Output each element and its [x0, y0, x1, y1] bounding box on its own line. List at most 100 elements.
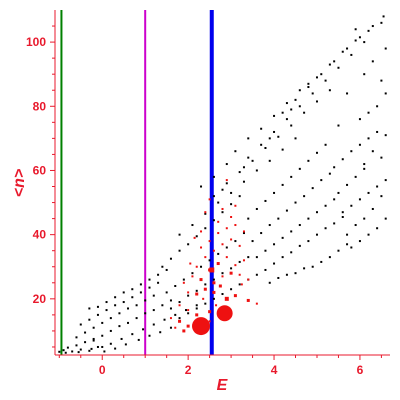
data-point [315, 76, 318, 79]
data-point [294, 272, 297, 275]
data-point [131, 288, 134, 291]
data-point [350, 204, 353, 207]
data-point [303, 111, 306, 114]
data-point [109, 329, 112, 332]
red-points-layer [169, 179, 258, 336]
data-point [298, 89, 301, 92]
data-point [320, 260, 323, 263]
data-point [382, 15, 385, 18]
data-point [195, 292, 199, 296]
data-point [189, 262, 192, 265]
data-point [238, 260, 241, 263]
data-point [204, 256, 207, 259]
data-point [337, 249, 340, 252]
data-point [358, 143, 361, 146]
data-point [277, 135, 280, 138]
data-point [208, 198, 211, 201]
data-point [268, 281, 271, 284]
data-point [208, 259, 211, 262]
data-point [281, 111, 284, 114]
data-point [124, 343, 127, 346]
x-tick-label: 0 [99, 363, 106, 377]
data-point [346, 243, 349, 246]
data-point [354, 175, 357, 178]
data-point [354, 28, 357, 31]
data-point [281, 256, 284, 259]
data-point [363, 73, 366, 76]
data-point [251, 240, 254, 243]
data-point [363, 167, 366, 170]
data-point [358, 118, 361, 121]
data-point [217, 220, 220, 223]
data-point [247, 278, 250, 281]
data-point [182, 281, 185, 284]
data-point [191, 224, 194, 227]
data-point [315, 233, 318, 236]
data-point [328, 89, 331, 92]
x-tick-label: 2 [185, 363, 192, 377]
data-point [230, 288, 233, 291]
data-point [324, 204, 327, 207]
data-point [320, 179, 323, 182]
data-point [230, 238, 233, 241]
data-point [346, 92, 349, 95]
data-point [346, 233, 349, 236]
data-point [221, 275, 224, 278]
data-point [273, 243, 276, 246]
data-point [264, 249, 267, 252]
data-point [144, 299, 147, 302]
data-point [101, 321, 104, 324]
data-point [208, 240, 211, 243]
data-point [122, 291, 125, 294]
data-point [163, 318, 166, 321]
data-point [277, 276, 280, 279]
black-points-layer [58, 15, 387, 354]
data-point [186, 324, 190, 328]
data-point [380, 195, 383, 198]
data-point [363, 41, 366, 44]
data-point [217, 232, 220, 235]
data-point [77, 351, 80, 354]
data-point [215, 304, 218, 307]
data-point [285, 273, 288, 276]
data-point [341, 50, 344, 53]
data-point [246, 298, 250, 302]
data-point [238, 283, 241, 286]
data-point [384, 134, 387, 137]
data-point [101, 345, 104, 348]
data-point [139, 283, 142, 286]
data-point [307, 240, 310, 243]
data-point [193, 236, 196, 239]
data-point [358, 198, 361, 201]
data-point [328, 172, 331, 175]
data-point [315, 211, 318, 214]
data-point [281, 148, 284, 151]
data-point [178, 233, 181, 236]
data-point [346, 47, 349, 50]
data-point [260, 143, 263, 146]
data-point [303, 195, 306, 198]
data-point [202, 297, 205, 300]
data-point [333, 166, 336, 169]
data-point [204, 212, 207, 215]
data-point [109, 317, 112, 320]
data-point [240, 283, 243, 286]
data-point [122, 301, 125, 304]
data-point [148, 286, 151, 289]
data-point [212, 297, 215, 300]
data-point [58, 350, 61, 353]
data-point [118, 325, 121, 328]
data-point [337, 124, 340, 127]
data-point [92, 339, 95, 342]
data-point [178, 317, 181, 320]
data-point [64, 351, 67, 354]
data-point [200, 265, 203, 268]
data-point [212, 195, 215, 198]
data-point [178, 319, 182, 323]
data-point [225, 227, 228, 230]
data-point [152, 294, 155, 297]
data-point [371, 25, 374, 28]
data-point [127, 307, 130, 310]
data-point [234, 150, 237, 153]
